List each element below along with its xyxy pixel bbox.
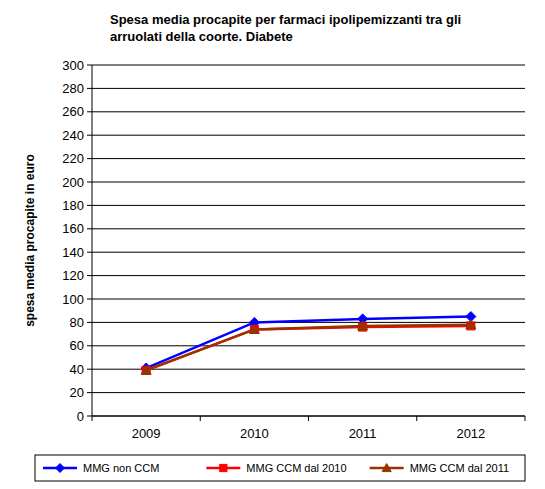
y-tick-label: 120 (62, 268, 84, 283)
x-tick (308, 416, 309, 421)
y-tick (87, 88, 92, 89)
grid-line (92, 228, 525, 229)
point (141, 365, 151, 374)
legend: MMG non CCM MMG CCM dal 2010 MMG CCM dal 2… (35, 455, 525, 481)
y-tick-label: 240 (62, 128, 84, 143)
y-tick (87, 252, 92, 253)
x-tick (92, 416, 93, 421)
grid-line (92, 345, 525, 346)
y-tick (87, 182, 92, 183)
grid-line (92, 111, 525, 112)
y-tick (87, 392, 92, 393)
x-tick-label: 2012 (456, 426, 485, 441)
point (358, 321, 368, 330)
y-tick-label: 140 (62, 245, 84, 260)
y-tick (87, 369, 92, 370)
legend-marker (56, 464, 65, 473)
y-tick (87, 345, 92, 346)
y-tick-label: 260 (62, 104, 84, 119)
grid-line (92, 182, 525, 183)
grid-line (92, 392, 525, 393)
grid-line (92, 275, 525, 276)
x-tick (416, 416, 417, 421)
series-line (146, 325, 471, 371)
grid-line (92, 322, 525, 323)
point (466, 320, 476, 329)
grid-line (92, 252, 525, 253)
grid-line (92, 205, 525, 206)
y-tick-label: 100 (62, 292, 84, 307)
legend-label: MMG CCM dal 2011 (410, 462, 509, 474)
y-tick (87, 228, 92, 229)
x-tick-label: 2010 (240, 426, 269, 441)
grid-line (92, 65, 525, 66)
y-tick (87, 65, 92, 66)
title-group: Spesa media procapite per farmaci ipolip… (110, 12, 461, 44)
y-tick-label: 280 (62, 81, 84, 96)
x-tick (200, 416, 201, 421)
y-tick (87, 299, 92, 300)
legend-label: MMG CCM dal 2010 (246, 462, 346, 474)
y-tick-label: 160 (62, 221, 84, 236)
point (142, 366, 150, 374)
chart: Spesa media procapite per farmaci ipolip… (0, 0, 545, 489)
x-tick-label: 2011 (349, 426, 377, 441)
legend-marker (220, 464, 227, 471)
y-tick-label: 60 (70, 338, 84, 353)
legend-box (35, 455, 525, 481)
grid-line (92, 369, 525, 370)
point (250, 325, 258, 333)
series-line (146, 326, 471, 370)
legend-marker (382, 464, 391, 472)
grid-line (92, 158, 525, 159)
y-tick (87, 275, 92, 276)
y-tick (87, 111, 92, 112)
title-line: Spesa media procapite per farmaci ipolip… (110, 12, 461, 27)
title-line: arruolati della coorte. Diabete (110, 29, 293, 44)
y-tick (87, 205, 92, 206)
grid-line (92, 88, 525, 89)
y-tick (87, 158, 92, 159)
y-tick-label: 40 (70, 362, 84, 377)
point (249, 324, 259, 333)
y-tick-label: 20 (70, 385, 84, 400)
grid-line (92, 135, 525, 136)
y-axis (92, 65, 93, 416)
legend-label: MMG non CCM (83, 462, 159, 474)
y-tick (87, 135, 92, 136)
y-tick-label: 80 (70, 315, 84, 330)
title: Spesa media procapite per farmaci ipolip… (110, 12, 461, 44)
y-tick-label: 180 (62, 198, 84, 213)
x-tick (525, 416, 526, 421)
y-tick-label: 220 (62, 151, 84, 166)
y-tick (87, 322, 92, 323)
y-tick-label: 200 (62, 175, 84, 190)
grid-line (92, 299, 525, 300)
y-axis-label: spesa media procapite in euro (23, 154, 37, 327)
y-tick-label: 0 (77, 409, 84, 424)
grid: 0 20 40 60 80 100 120 140 160 180 200 220 240 260 280 3… (62, 58, 525, 424)
y-tick-label: 300 (62, 58, 84, 73)
x-tick-label: 2009 (132, 426, 161, 441)
y-tick (87, 416, 92, 417)
plot-area (141, 312, 476, 375)
